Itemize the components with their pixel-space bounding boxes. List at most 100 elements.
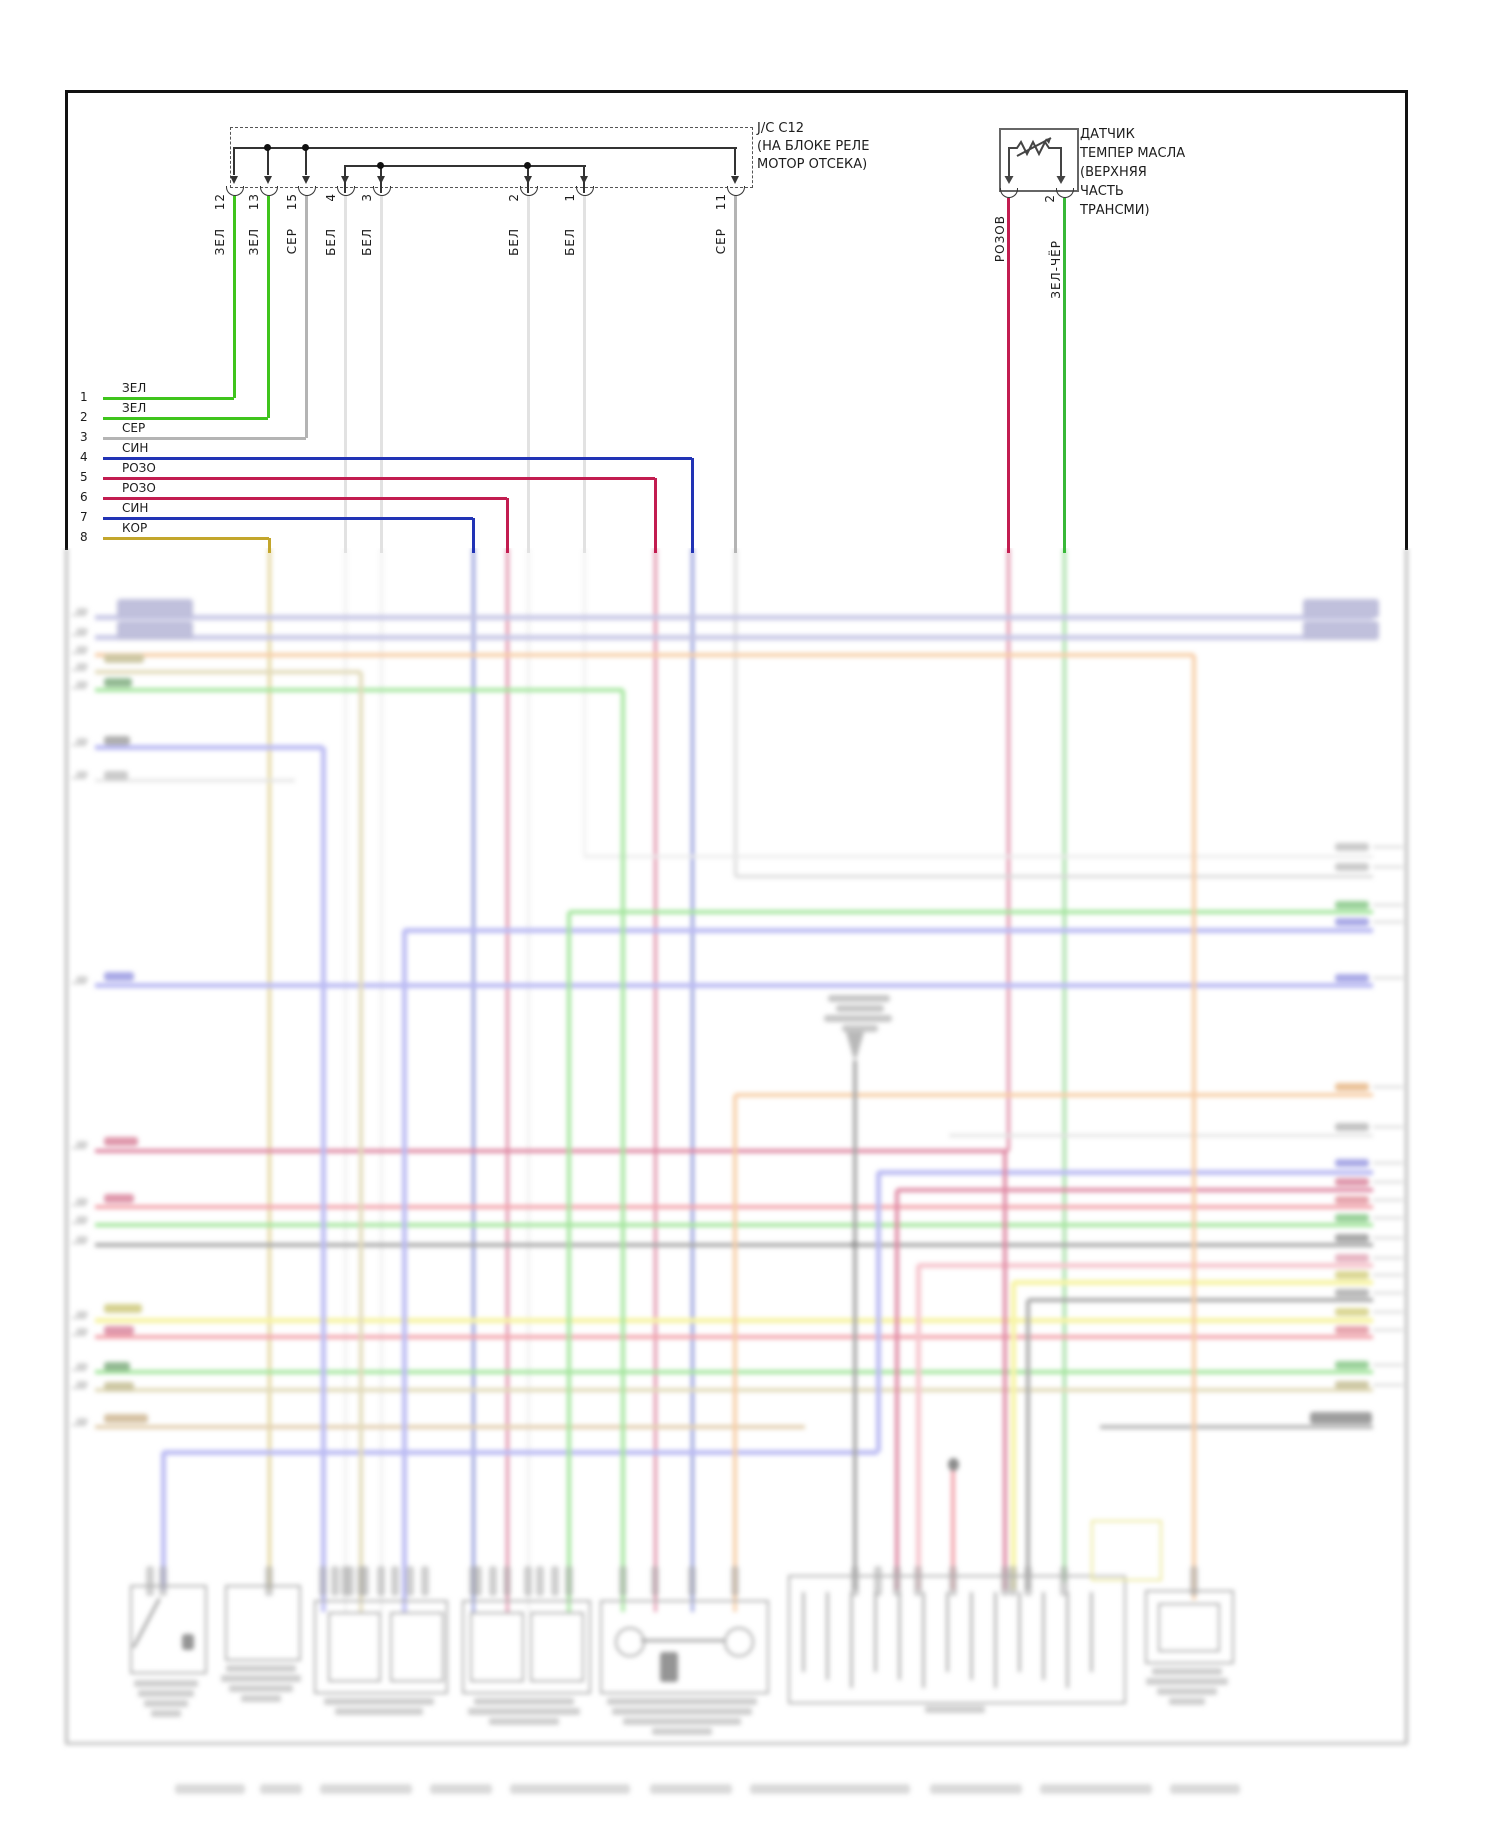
left-tick: [72, 652, 86, 654]
pin-wire: [343, 196, 347, 553]
junction-node-dot: [302, 144, 309, 151]
left-wire-number: 3: [80, 430, 88, 444]
sensor-pin-wire-color-label: ЗЕЛ-ЧЁР: [1049, 240, 1063, 299]
right-wire-label-smudge: [1335, 1254, 1369, 1262]
left-number-smudge: [76, 1216, 88, 1222]
box-internal-element: [850, 1592, 853, 1688]
page-border-top: [65, 90, 1407, 93]
connector-stub: [619, 1566, 627, 1596]
component-caption-smudge: [1157, 1688, 1217, 1695]
pin-wire-color-label: БЕЛ: [360, 228, 374, 256]
right-tick: [1373, 1329, 1403, 1331]
box-internal-element: [970, 1592, 973, 1680]
pin-connector-icon: [727, 186, 745, 196]
left-wire-label-smudge: [104, 1137, 138, 1146]
component-caption-smudge: [474, 1698, 574, 1705]
left-wire-line: [103, 536, 269, 540]
right-wire-label-smudge: [1335, 843, 1369, 851]
junction-node-dot: [524, 162, 531, 169]
pin-arrow-icon: [523, 176, 532, 184]
junction-dot: [948, 1458, 959, 1471]
left-tick: [72, 1317, 86, 1319]
left-number-smudge: [76, 1198, 88, 1204]
wire-vertical: [582, 548, 586, 856]
component-box: [390, 1612, 444, 1682]
connector-stub: [421, 1566, 429, 1596]
component-caption-smudge: [241, 1695, 281, 1702]
left-number-smudge: [76, 976, 88, 982]
left-wire-label-smudge: [104, 1194, 134, 1203]
pin-arrow-icon: [340, 176, 349, 184]
pin-wire: [379, 196, 383, 553]
left-wire-line: [103, 456, 692, 460]
component-box: [462, 1600, 591, 1694]
left-wire-label-smudge: [104, 1414, 148, 1423]
oil-temp-sensor-box: [999, 128, 1079, 192]
pin-wire: [733, 196, 737, 553]
right-wire-label-smudge: [1335, 1308, 1369, 1316]
component-caption-smudge: [1152, 1668, 1222, 1675]
joint-label-smudge: [836, 1005, 884, 1012]
junction-bus-2: [345, 165, 586, 167]
box-internal-element: [874, 1592, 877, 1672]
component-box: [328, 1612, 381, 1682]
right-wire-label-smudge: [1335, 1178, 1369, 1186]
left-tick: [72, 1369, 86, 1371]
right-wire-label-smudge: [1335, 1326, 1369, 1334]
left-wire-color-label: СЕР: [122, 421, 146, 435]
left-wire-label-smudge: [104, 1304, 142, 1313]
left-number-smudge: [76, 1236, 88, 1242]
pin-number-label: 11: [714, 193, 728, 211]
pin-arrow-icon: [730, 176, 739, 184]
sensor-pin-connector-icon: [1056, 188, 1074, 198]
connector-stub: [391, 1566, 399, 1596]
right-tick: [1373, 1199, 1403, 1201]
pin-wire: [526, 196, 530, 553]
wire-vertical: [733, 1095, 737, 1612]
right-wire-label-smudge: [1335, 1234, 1369, 1242]
right-tick: [1373, 1257, 1403, 1259]
component-box: [788, 1575, 1126, 1704]
left-wire-color-label: КОР: [122, 521, 148, 535]
wire-horizontal: [735, 874, 1373, 878]
right-wire-label-smudge: [1335, 1214, 1369, 1222]
motor-link-line: [641, 1639, 724, 1642]
pin-number-label: 3: [360, 193, 374, 202]
right-tick: [1373, 1364, 1403, 1366]
wire-vertical: [1026, 1300, 1030, 1590]
connector-stub: [565, 1566, 573, 1596]
pin-wire-color-label: ЗЕЛ: [247, 228, 261, 256]
wire-horizontal: [1028, 1298, 1373, 1302]
connector-stub: [551, 1566, 559, 1596]
junction-bus-drop: [734, 147, 736, 175]
connector-stub: [651, 1566, 659, 1596]
box-internal-element: [898, 1592, 901, 1680]
pin-number-label: 2: [507, 193, 521, 202]
component-caption-smudge: [468, 1708, 580, 1715]
left-wire-label-smudge: [104, 1326, 134, 1335]
connector-stub: [536, 1566, 544, 1596]
connector-stub: [1190, 1566, 1198, 1596]
left-tick: [72, 634, 86, 636]
left-tick: [72, 1222, 86, 1224]
page-border-bottom-blur: [65, 1742, 1407, 1745]
left-tick: [72, 1334, 86, 1336]
footer-text-smudge: [650, 1784, 732, 1794]
wire-vertical: [343, 548, 347, 1612]
pin-connector-icon: [373, 186, 391, 196]
left-wire-drop: [653, 478, 657, 553]
component-box: [470, 1612, 524, 1682]
left-wire-color-label: СИН: [122, 501, 149, 515]
left-tick: [72, 982, 86, 984]
pin-wire: [582, 196, 586, 553]
component-caption-smudge: [134, 1680, 198, 1687]
box-internal-element: [994, 1592, 997, 1688]
component-caption-smudge: [612, 1708, 752, 1715]
left-wire-color-label: РОЗО: [122, 461, 156, 475]
wire-horizontal: [95, 653, 1194, 657]
component-caption-smudge: [151, 1710, 181, 1717]
component-caption-smudge: [324, 1698, 434, 1705]
right-wire-label-smudge: [1335, 918, 1369, 926]
box-internal-element: [1066, 1592, 1069, 1688]
box-internal-element: [1090, 1592, 1093, 1672]
